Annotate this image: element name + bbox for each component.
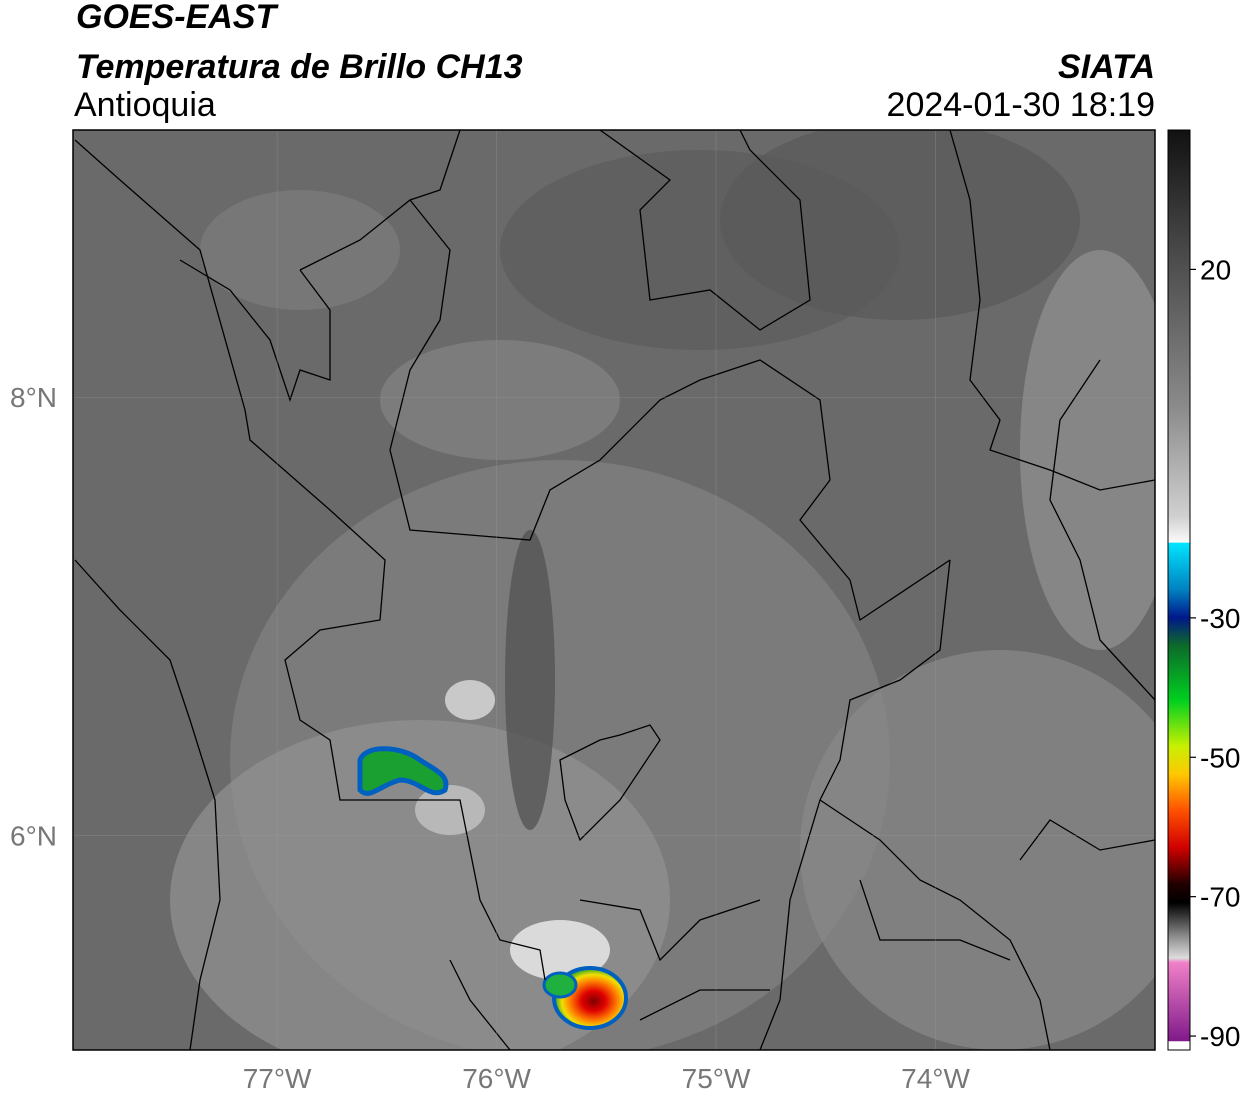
y-tick-label: 6°N bbox=[10, 820, 57, 851]
map-frame bbox=[72, 129, 1156, 1051]
x-tick-label: 75°W bbox=[682, 1063, 751, 1094]
colorbar-ticks: 20 -30 -50 -70 -90 bbox=[1190, 254, 1240, 1052]
y-tick-label: 8°N bbox=[10, 382, 57, 413]
source: SIATA bbox=[1058, 48, 1155, 86]
colorbar-tick-label: 20 bbox=[1200, 254, 1231, 285]
satellite-image bbox=[73, 130, 1155, 1050]
x-tick-label: 77°W bbox=[243, 1063, 312, 1094]
colorbar-tick-label: -90 bbox=[1200, 1021, 1240, 1052]
colorbar-tick-label: -30 bbox=[1200, 603, 1240, 634]
timestamp: 2024-01-30 18:19 bbox=[887, 86, 1155, 124]
colorbar-tick-label: -70 bbox=[1200, 882, 1240, 913]
graticule bbox=[73, 130, 1155, 1050]
x-tick-label: 76°W bbox=[462, 1063, 531, 1094]
region: Antioquia bbox=[74, 86, 216, 124]
subtitle: Temperatura de Brillo CH13 bbox=[76, 48, 523, 86]
colorbar-tick-label: -50 bbox=[1200, 742, 1240, 773]
title: GOES-EAST bbox=[76, 0, 279, 36]
colorbar bbox=[1167, 129, 1191, 1051]
x-tick-label: 74°W bbox=[901, 1063, 970, 1094]
